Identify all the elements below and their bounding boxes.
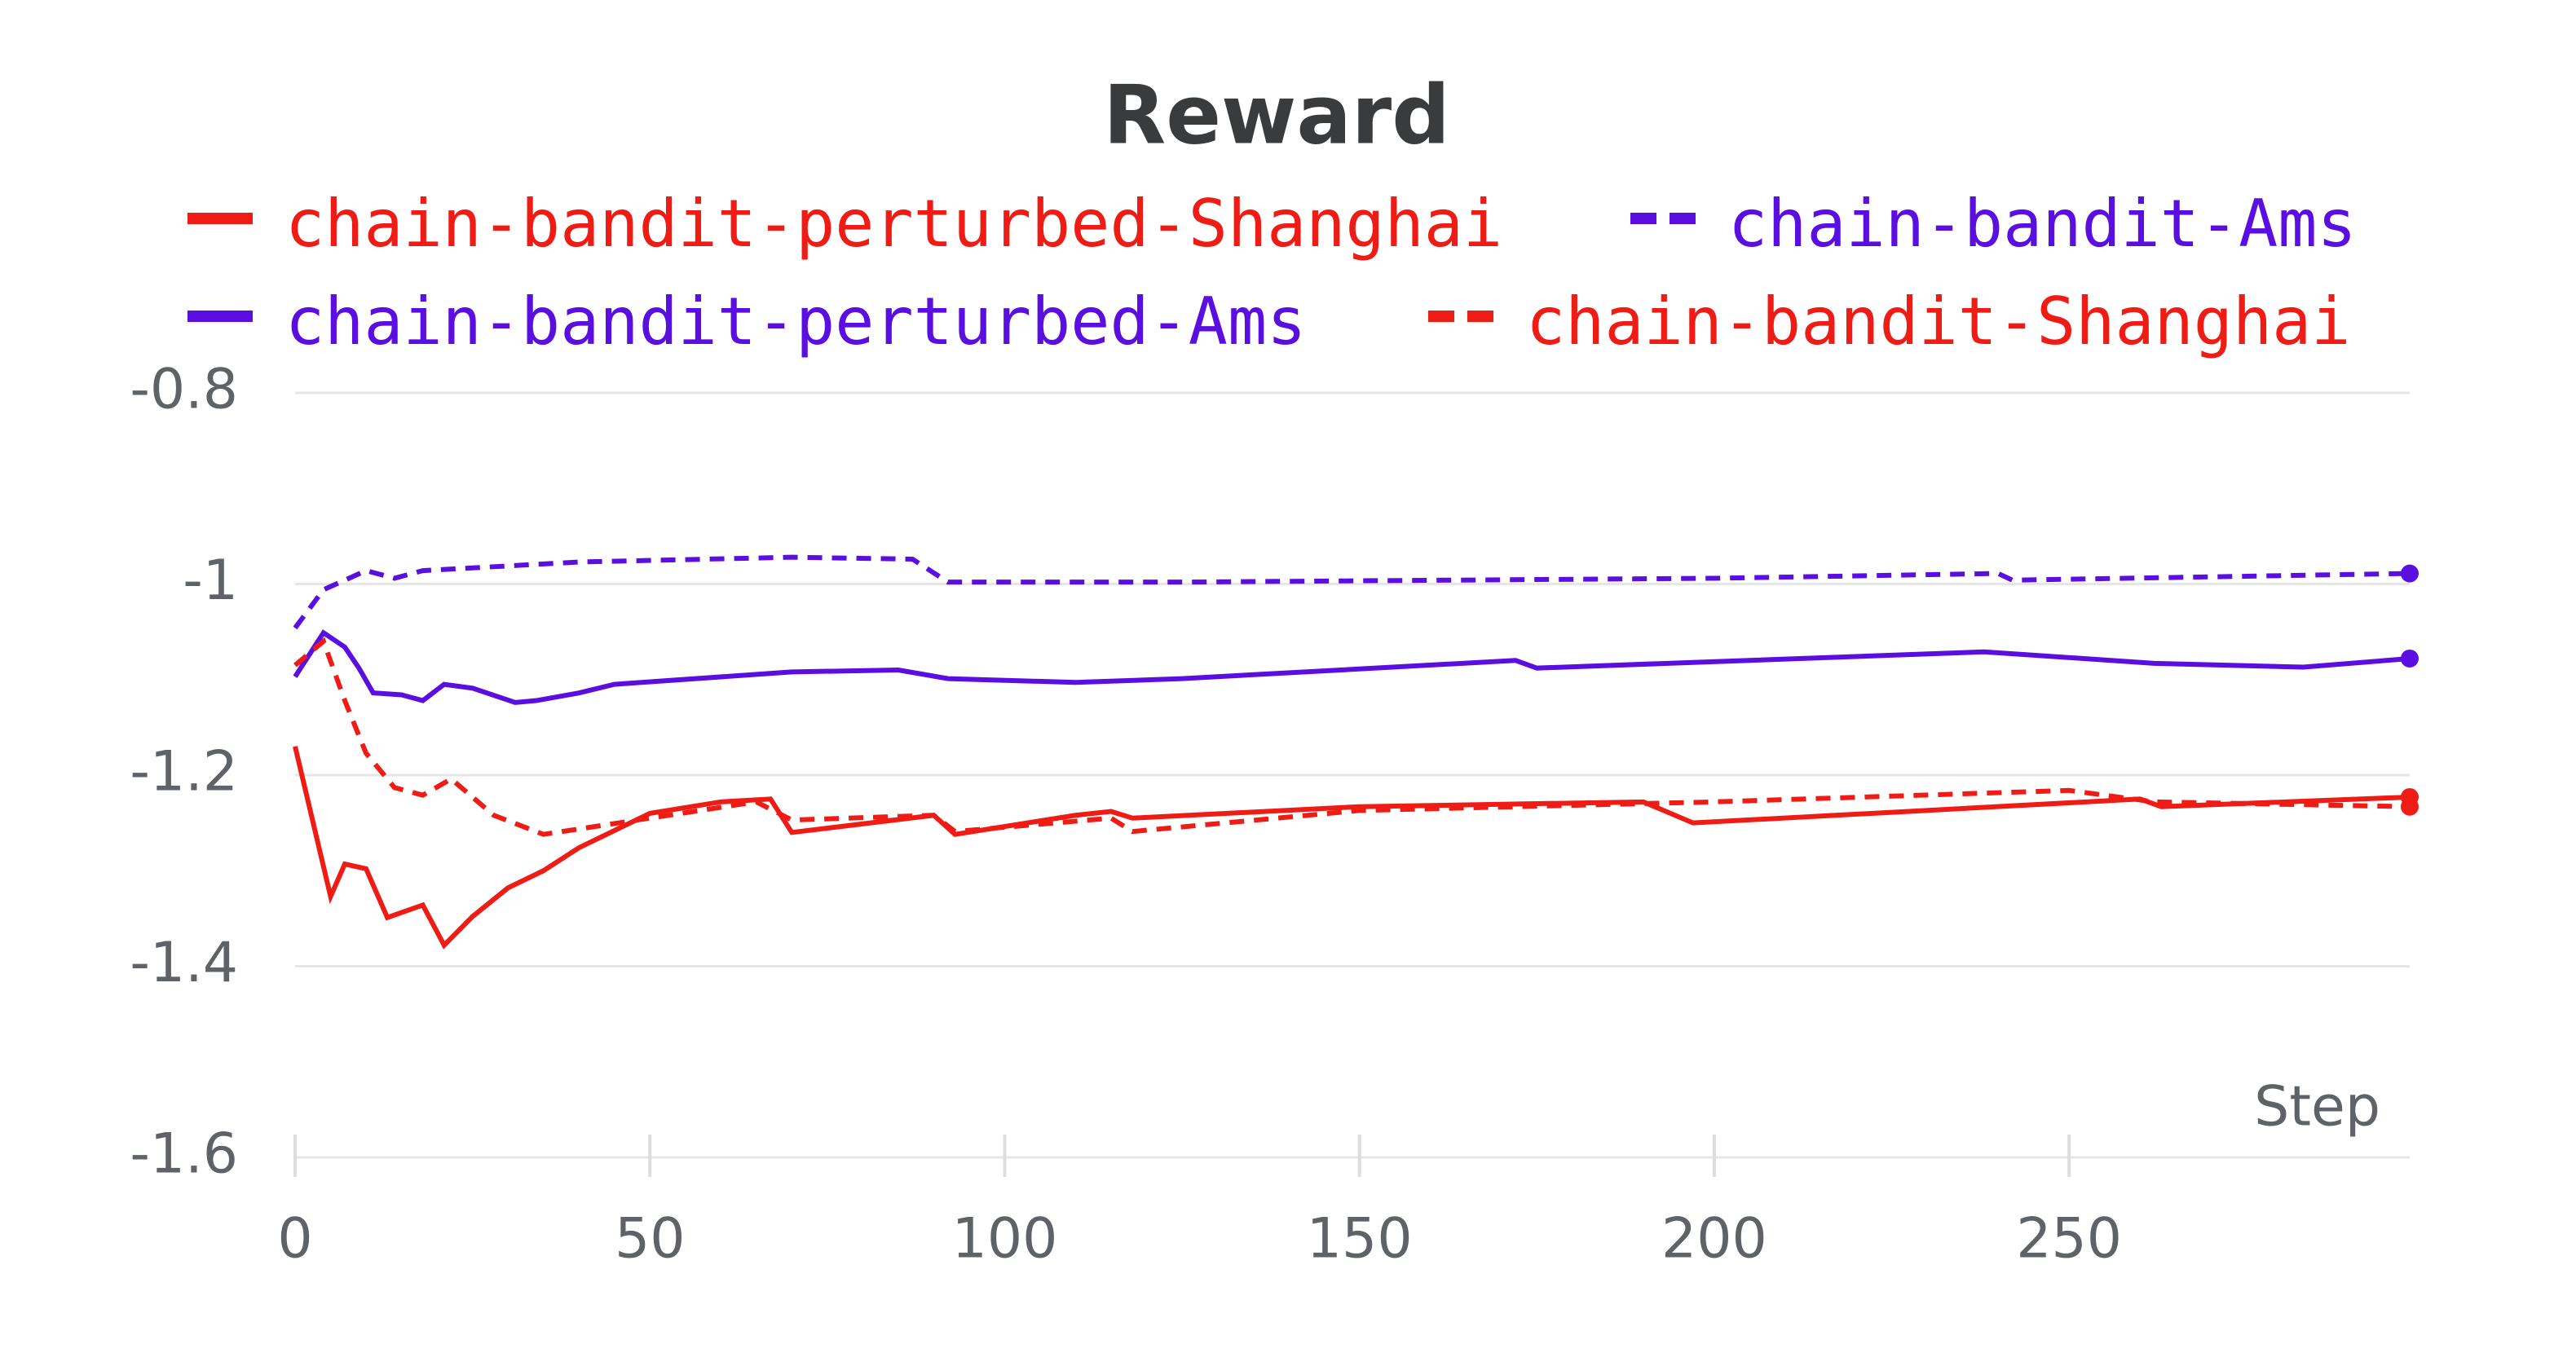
legend-label: chain-bandit-perturbed-Ams — [285, 284, 1306, 359]
y-tick-label: -1.4 — [130, 931, 238, 995]
x-tick-label: 250 — [2016, 1207, 2122, 1271]
legend-label: chain-bandit-Shanghai — [1526, 284, 2350, 359]
x-tick-label: 100 — [952, 1207, 1058, 1271]
series-line — [293, 637, 2411, 837]
y-tick-label: -0.8 — [130, 358, 238, 422]
legend-label: chain-bandit-Ams — [1728, 186, 2357, 262]
end-point — [2401, 649, 2419, 668]
x-tick-label: 200 — [1661, 1207, 1767, 1271]
end-point — [2401, 797, 2419, 816]
x-tick-label: 50 — [615, 1207, 686, 1271]
x-tick-label: 150 — [1307, 1207, 1413, 1271]
x-axis-label: Step — [2254, 1075, 2380, 1139]
y-tick-label: -1 — [183, 549, 238, 613]
legend-label: chain-bandit-perturbed-Shanghai — [285, 186, 1502, 262]
y-tick-label: -1.2 — [130, 740, 238, 804]
chart-title: Reward — [1103, 67, 1450, 162]
end-point — [2401, 564, 2419, 583]
series-line — [293, 554, 2411, 630]
y-tick-label: -1.6 — [130, 1122, 238, 1187]
x-tick-label: 0 — [277, 1207, 312, 1271]
series-line — [293, 629, 2411, 705]
